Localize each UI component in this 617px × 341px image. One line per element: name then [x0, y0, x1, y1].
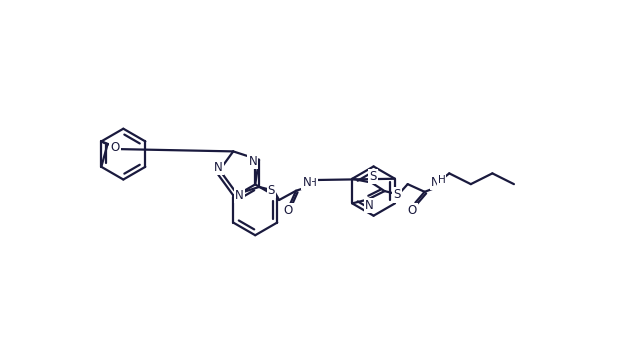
Text: N: N [249, 155, 257, 168]
Text: O: O [408, 204, 417, 217]
Text: N: N [235, 189, 244, 202]
Text: H: H [309, 178, 317, 188]
Text: O: O [284, 204, 293, 217]
Text: H: H [437, 175, 445, 184]
Text: O: O [110, 141, 120, 154]
Text: N: N [213, 161, 222, 174]
Text: N: N [302, 176, 311, 189]
Text: N: N [431, 176, 440, 189]
Text: S: S [370, 170, 377, 183]
Text: N: N [365, 199, 373, 212]
Text: S: S [268, 184, 275, 197]
Text: S: S [393, 189, 400, 202]
